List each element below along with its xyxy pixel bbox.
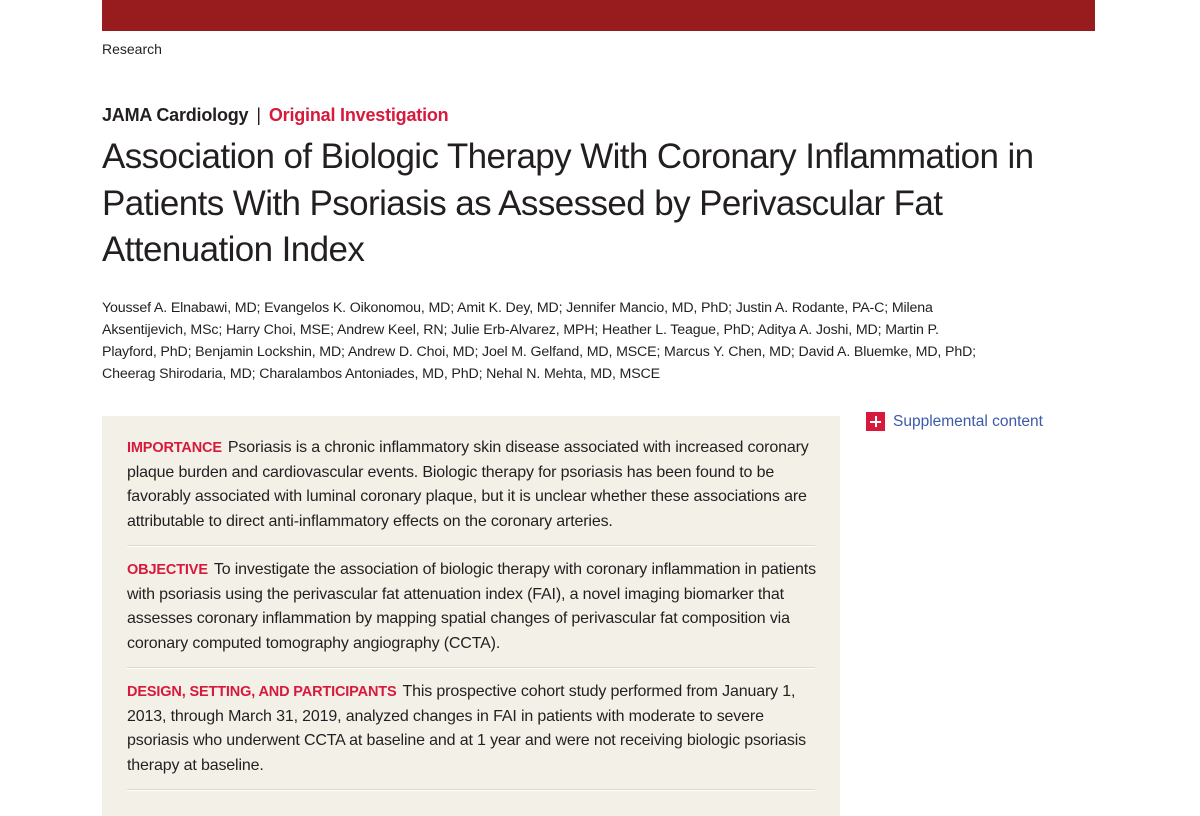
article-title: Association of Biologic Therapy With Cor… <box>102 137 1034 269</box>
abstract-importance: IMPORTANCE Psoriasis is a chronic inflamm… <box>127 436 817 534</box>
divider <box>127 545 815 547</box>
supplemental-label: Supplemental content <box>893 412 1043 430</box>
section-text: Psoriasis is a chronic inflammatory skin… <box>127 439 809 530</box>
journal-name: JAMA Cardiology <box>102 105 249 125</box>
section-heading: DESIGN, SETTING, AND PARTICIPANTS <box>127 684 397 700</box>
divider <box>127 789 815 791</box>
separator: | <box>256 105 261 125</box>
section-text: This prospective cohort study performed … <box>127 683 807 774</box>
supplemental-content-link[interactable]: Supplemental content <box>866 412 1043 431</box>
author-list: Youssef A. Elnabawi, MD; Evangelos K. Oi… <box>102 300 976 382</box>
section-label: Research <box>102 41 162 57</box>
section-heading: IMPORTANCE <box>127 440 222 456</box>
journal-banner <box>102 0 1095 31</box>
journal-line: JAMA Cardiology | Original Investigation <box>102 105 449 126</box>
abstract-design: DESIGN, SETTING, AND PARTICIPANTS This pr… <box>127 680 817 778</box>
section-heading: OBJECTIVE <box>127 562 208 578</box>
abstract-box: IMPORTANCE Psoriasis is a chronic inflamm… <box>102 416 840 816</box>
section-text: To investigate the association of biolog… <box>127 561 816 652</box>
plus-icon <box>866 412 885 431</box>
article-type: Original Investigation <box>268 105 449 125</box>
abstract-objective: OBJECTIVE To investigate the association … <box>127 558 817 656</box>
divider <box>127 667 815 669</box>
